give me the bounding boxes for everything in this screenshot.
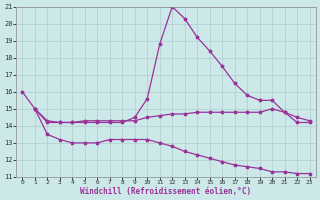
X-axis label: Windchill (Refroidissement éolien,°C): Windchill (Refroidissement éolien,°C) bbox=[80, 187, 252, 196]
